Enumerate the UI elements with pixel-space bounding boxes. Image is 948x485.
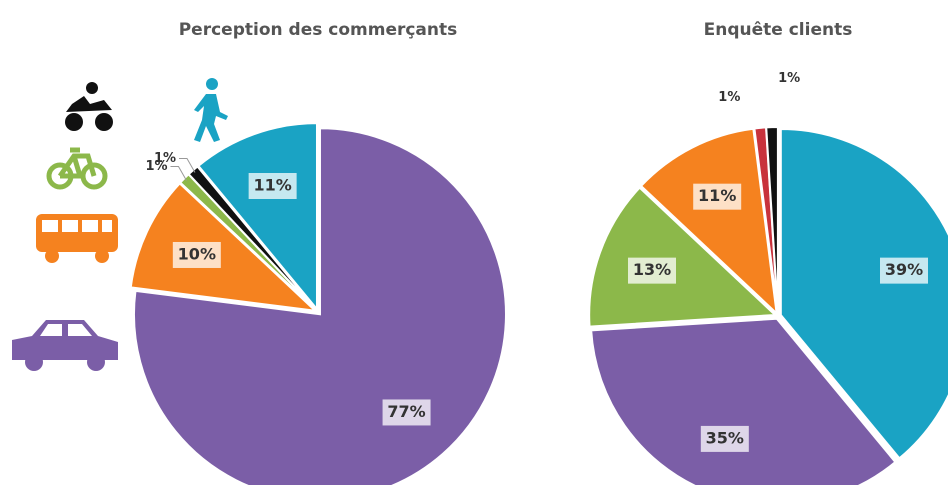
data-label: 39% [885, 260, 923, 279]
pie-slice [132, 127, 507, 485]
label-box [382, 399, 431, 426]
chart-title: Perception des commerçants [179, 20, 458, 40]
data-label: 11% [253, 175, 291, 194]
label-box [172, 241, 221, 268]
walker-icon [194, 78, 228, 142]
data-label: 77% [387, 402, 425, 421]
label-box [700, 425, 749, 452]
bike-icon [46, 147, 108, 190]
data-label: 1% [778, 71, 800, 86]
chart-title: Enquête clients [704, 20, 853, 40]
pie-slice [187, 165, 317, 311]
pie-slice [590, 317, 897, 485]
icons [12, 78, 228, 371]
pie-slice [129, 181, 319, 313]
leader-line [170, 165, 187, 181]
data-label: 11% [698, 186, 736, 205]
data-label: 1% [718, 90, 740, 105]
label-box [693, 183, 742, 210]
label-box [248, 172, 297, 199]
pie-slice [779, 127, 948, 460]
bus-icon [36, 214, 118, 263]
moto-icon [65, 82, 113, 131]
pie-slice [765, 126, 779, 314]
pie-slice [197, 122, 318, 312]
car-icon [12, 320, 118, 371]
label-box [880, 257, 929, 284]
data-label: 1% [154, 151, 176, 166]
leader-line [178, 157, 196, 173]
data-label: 1% [145, 159, 167, 174]
data-label: 13% [633, 260, 671, 279]
pie-slice [588, 186, 778, 328]
data-label: 10% [178, 244, 216, 263]
data-label: 35% [706, 428, 744, 447]
pie-slice [639, 127, 778, 316]
label-box [627, 257, 676, 284]
